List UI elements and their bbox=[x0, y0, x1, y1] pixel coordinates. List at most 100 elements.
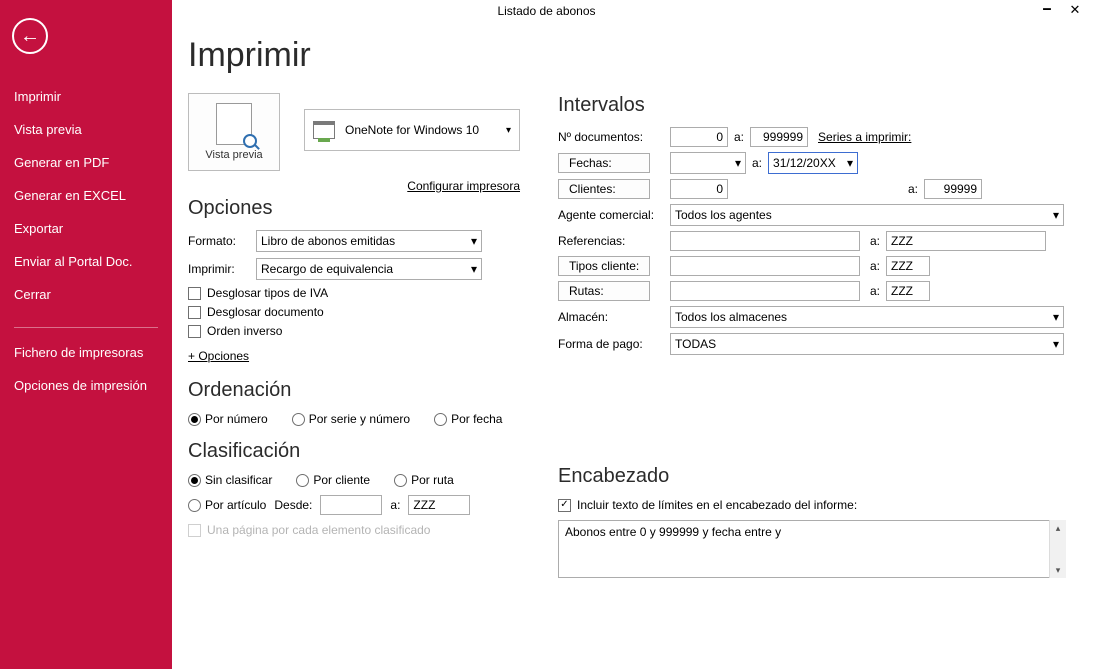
imprimir-row: Imprimir: Recargo de equivalencia▾ bbox=[188, 258, 520, 280]
cli-to-input[interactable] bbox=[924, 179, 982, 199]
intervals-heading: Intervalos bbox=[558, 94, 1083, 117]
row-tipos: Tipos cliente: a: bbox=[558, 256, 1083, 276]
printer-name: OneNote for Windows 10 bbox=[345, 123, 479, 137]
expand-options-link[interactable]: + Opciones bbox=[188, 349, 249, 363]
row-forma: Forma de pago: TODAS▾ bbox=[558, 333, 1083, 355]
formato-select[interactable]: Libro de abonos emitidas▾ bbox=[256, 230, 482, 252]
printer-icon bbox=[313, 121, 335, 139]
clientes-button[interactable]: Clientes: bbox=[558, 179, 650, 199]
nav-imprimir[interactable]: Imprimir bbox=[0, 80, 172, 113]
radio-label: Por serie y número bbox=[309, 412, 410, 426]
magnifier-icon bbox=[243, 134, 257, 148]
rutas-button[interactable]: Rutas: bbox=[558, 281, 650, 301]
checkbox-icon bbox=[188, 306, 201, 319]
chevron-down-icon: ▾ bbox=[471, 234, 477, 248]
radio-icon bbox=[188, 413, 201, 426]
ordering-heading: Ordenación bbox=[188, 379, 520, 402]
nav-opciones-impresion[interactable]: Opciones de impresión bbox=[0, 369, 172, 402]
desde-input[interactable] bbox=[320, 495, 382, 515]
minimize-icon[interactable]: 🗕 bbox=[1035, 0, 1059, 20]
fechas-button[interactable]: Fechas: bbox=[558, 153, 650, 173]
nav-divider bbox=[14, 327, 158, 328]
classification-row1: Sin clasificar Por cliente Por ruta bbox=[188, 473, 520, 487]
chk-include-label: Incluir texto de límites en el encabezad… bbox=[577, 498, 857, 512]
scrollbar[interactable]: ▴ ▾ bbox=[1049, 520, 1066, 578]
radio-icon bbox=[434, 413, 447, 426]
row-agente: Agente comercial: Todos los agentes▾ bbox=[558, 204, 1083, 226]
fecha-to-value: 31/12/20XX bbox=[773, 156, 836, 170]
nav-exportar[interactable]: Exportar bbox=[0, 212, 172, 245]
printer-select[interactable]: OneNote for Windows 10 ▾ bbox=[304, 109, 520, 151]
radio-por-serie[interactable]: Por serie y número bbox=[292, 412, 410, 426]
rutas-from-input[interactable] bbox=[670, 281, 860, 301]
doc-from-input[interactable] bbox=[670, 127, 728, 147]
preview-button[interactable]: Vista previa bbox=[188, 93, 280, 171]
tipos-button[interactable]: Tipos cliente: bbox=[558, 256, 650, 276]
chevron-down-icon: ▾ bbox=[471, 262, 477, 276]
cli-from-input[interactable] bbox=[670, 179, 728, 199]
nav-secondary: Fichero de impresoras Opciones de impres… bbox=[0, 336, 172, 402]
nav-fichero-impresoras[interactable]: Fichero de impresoras bbox=[0, 336, 172, 369]
forma-value: TODAS bbox=[675, 337, 716, 351]
chk-doc-label: Desglosar documento bbox=[207, 305, 324, 319]
back-button[interactable]: ← bbox=[12, 18, 48, 54]
nav-generar-pdf[interactable]: Generar en PDF bbox=[0, 146, 172, 179]
ref-from-input[interactable] bbox=[670, 231, 860, 251]
header-textarea[interactable]: Abonos entre 0 y 999999 y fecha entre y bbox=[558, 520, 1066, 578]
a-label: a: bbox=[870, 234, 880, 248]
radio-por-ruta[interactable]: Por ruta bbox=[394, 473, 454, 487]
imprimir-value: Recargo de equivalencia bbox=[261, 262, 393, 276]
checkbox-icon: ✓ bbox=[558, 499, 571, 512]
row-documentos: Nº documentos: a: Series a imprimir: bbox=[558, 127, 1083, 147]
almacen-value: Todos los almacenes bbox=[675, 310, 787, 324]
radio-por-cliente[interactable]: Por cliente bbox=[296, 473, 370, 487]
forma-select[interactable]: TODAS▾ bbox=[670, 333, 1064, 355]
radio-por-articulo[interactable]: Por artículo bbox=[188, 498, 266, 512]
radio-por-fecha[interactable]: Por fecha bbox=[434, 412, 502, 426]
radio-sin-clasificar[interactable]: Sin clasificar bbox=[188, 473, 272, 487]
nav-generar-excel[interactable]: Generar en EXCEL bbox=[0, 179, 172, 212]
radio-icon bbox=[394, 474, 407, 487]
chk-rev-label: Orden inverso bbox=[207, 324, 282, 338]
fecha-from-select[interactable]: ▾ bbox=[670, 152, 746, 174]
preview-caption: Vista previa bbox=[205, 149, 262, 161]
nav-label: Imprimir bbox=[14, 89, 61, 104]
row-rutas: Rutas: a: bbox=[558, 281, 1083, 301]
left-column: Vista previa OneNote for Windows 10 ▾ Co… bbox=[188, 93, 520, 542]
checkbox-icon bbox=[188, 524, 201, 537]
header-heading: Encabezado bbox=[558, 465, 1083, 488]
close-icon[interactable]: ✕ bbox=[1063, 0, 1087, 20]
imprimir-select[interactable]: Recargo de equivalencia ▾ bbox=[256, 258, 482, 280]
fecha-to-select[interactable]: 31/12/20XX▾ bbox=[768, 152, 858, 174]
chk-include-header[interactable]: ✓ Incluir texto de límites en el encabez… bbox=[558, 498, 1083, 512]
chk-iva-row[interactable]: Desglosar tipos de IVA bbox=[188, 286, 520, 300]
radio-por-numero[interactable]: Por número bbox=[188, 412, 268, 426]
almacen-select[interactable]: Todos los almacenes▾ bbox=[670, 306, 1064, 328]
classification-heading: Clasificación bbox=[188, 440, 520, 463]
tipos-to-input[interactable] bbox=[886, 256, 930, 276]
checkbox-icon bbox=[188, 287, 201, 300]
chk-page-per-element: Una página por cada elemento clasificado bbox=[188, 523, 520, 537]
ref-to-input[interactable] bbox=[886, 231, 1046, 251]
nav-cerrar[interactable]: Cerrar bbox=[0, 278, 172, 311]
doc-label: Nº documentos: bbox=[558, 130, 670, 144]
doc-to-input[interactable] bbox=[750, 127, 808, 147]
chk-rev-row[interactable]: Orden inverso bbox=[188, 324, 520, 338]
tipos-from-input[interactable] bbox=[670, 256, 860, 276]
a-label: a: bbox=[870, 284, 880, 298]
agente-select[interactable]: Todos los agentes▾ bbox=[670, 204, 1064, 226]
a-label: a: bbox=[908, 182, 918, 196]
agente-label: Agente comercial: bbox=[558, 208, 670, 222]
a-input[interactable] bbox=[408, 495, 470, 515]
chk-page-label: Una página por cada elemento clasificado bbox=[207, 523, 430, 537]
nav-enviar-portal[interactable]: Enviar al Portal Doc. bbox=[0, 245, 172, 278]
rutas-to-input[interactable] bbox=[886, 281, 930, 301]
almacen-label: Almacén: bbox=[558, 310, 670, 324]
radio-label: Por artículo bbox=[205, 498, 266, 512]
series-link[interactable]: Series a imprimir: bbox=[818, 130, 911, 144]
nav-label: Opciones de impresión bbox=[14, 378, 147, 393]
configure-printer-link[interactable]: Configurar impresora bbox=[188, 179, 520, 193]
chk-doc-row[interactable]: Desglosar documento bbox=[188, 305, 520, 319]
a-label: a: bbox=[390, 498, 400, 512]
nav-vista-previa[interactable]: Vista previa bbox=[0, 113, 172, 146]
